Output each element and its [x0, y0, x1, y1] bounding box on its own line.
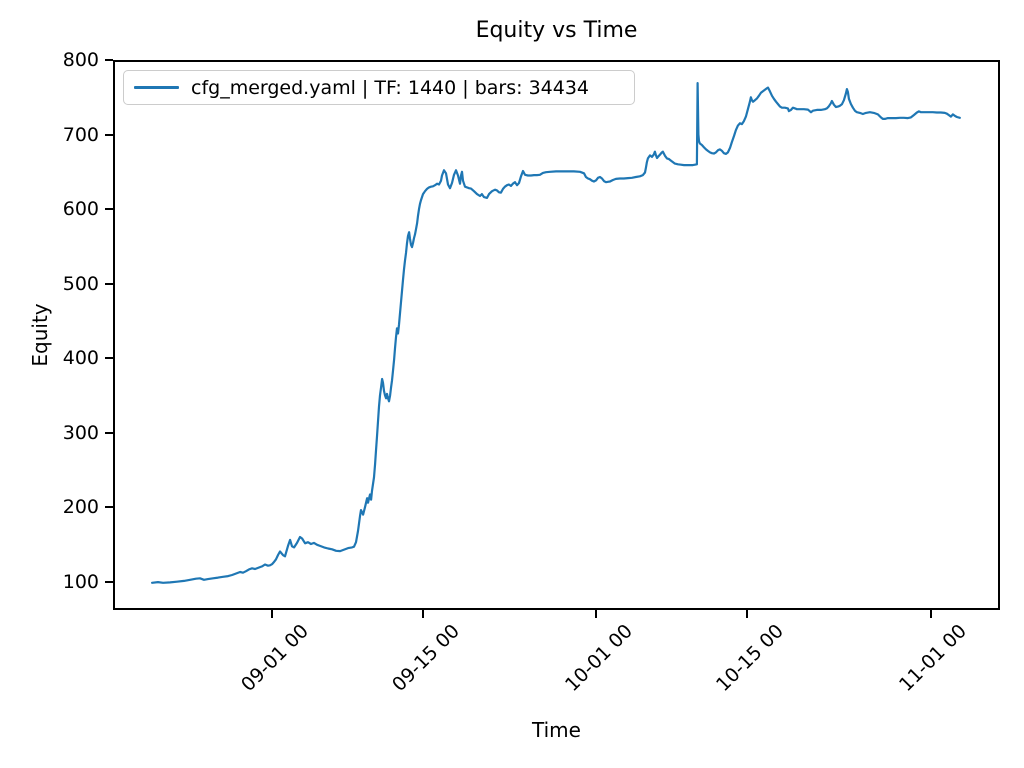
plot-canvas	[150, 82, 961, 584]
y-tick-label: 800	[62, 49, 99, 71]
x-tick-label: 11-01 00	[895, 620, 972, 696]
y-tick-mark	[105, 357, 113, 360]
equity-line-series	[150, 82, 961, 584]
y-tick-mark	[105, 282, 113, 285]
x-axis-label: Time	[532, 718, 581, 742]
y-tick-label: 500	[62, 272, 99, 295]
x-tick-mark	[929, 610, 932, 618]
chart-title: Equity vs Time	[475, 18, 638, 43]
x-tick-mark	[594, 610, 597, 618]
y-tick-label: 700	[62, 123, 99, 146]
y-tick-label: 400	[62, 347, 99, 370]
y-tick-mark	[105, 506, 113, 509]
y-tick-mark	[105, 208, 113, 211]
y-tick-mark	[105, 133, 113, 136]
legend-line-sample	[134, 86, 179, 89]
legend-box: cfg_merged.yaml | TF: 1440 | bars: 34434	[123, 70, 635, 105]
y-tick-label: 200	[62, 496, 99, 519]
x-tick-mark	[746, 610, 749, 618]
y-tick-label: 100	[62, 570, 99, 593]
y-tick-label: 300	[62, 421, 99, 444]
x-tick-label: 10-15 00	[711, 620, 788, 696]
x-tick-mark	[271, 610, 274, 618]
x-tick-label: 09-01 00	[236, 620, 313, 696]
x-tick-label: 09-15 00	[387, 620, 464, 696]
x-tick-label: 10-01 00	[560, 620, 637, 696]
y-tick-label: 600	[62, 198, 99, 221]
x-tick-mark	[422, 610, 425, 618]
legend-label: cfg_merged.yaml | TF: 1440 | bars: 34434	[191, 76, 590, 99]
y-tick-mark	[105, 580, 113, 583]
y-tick-mark	[105, 59, 113, 61]
plot-area	[113, 60, 1000, 610]
y-tick-mark	[105, 431, 113, 434]
